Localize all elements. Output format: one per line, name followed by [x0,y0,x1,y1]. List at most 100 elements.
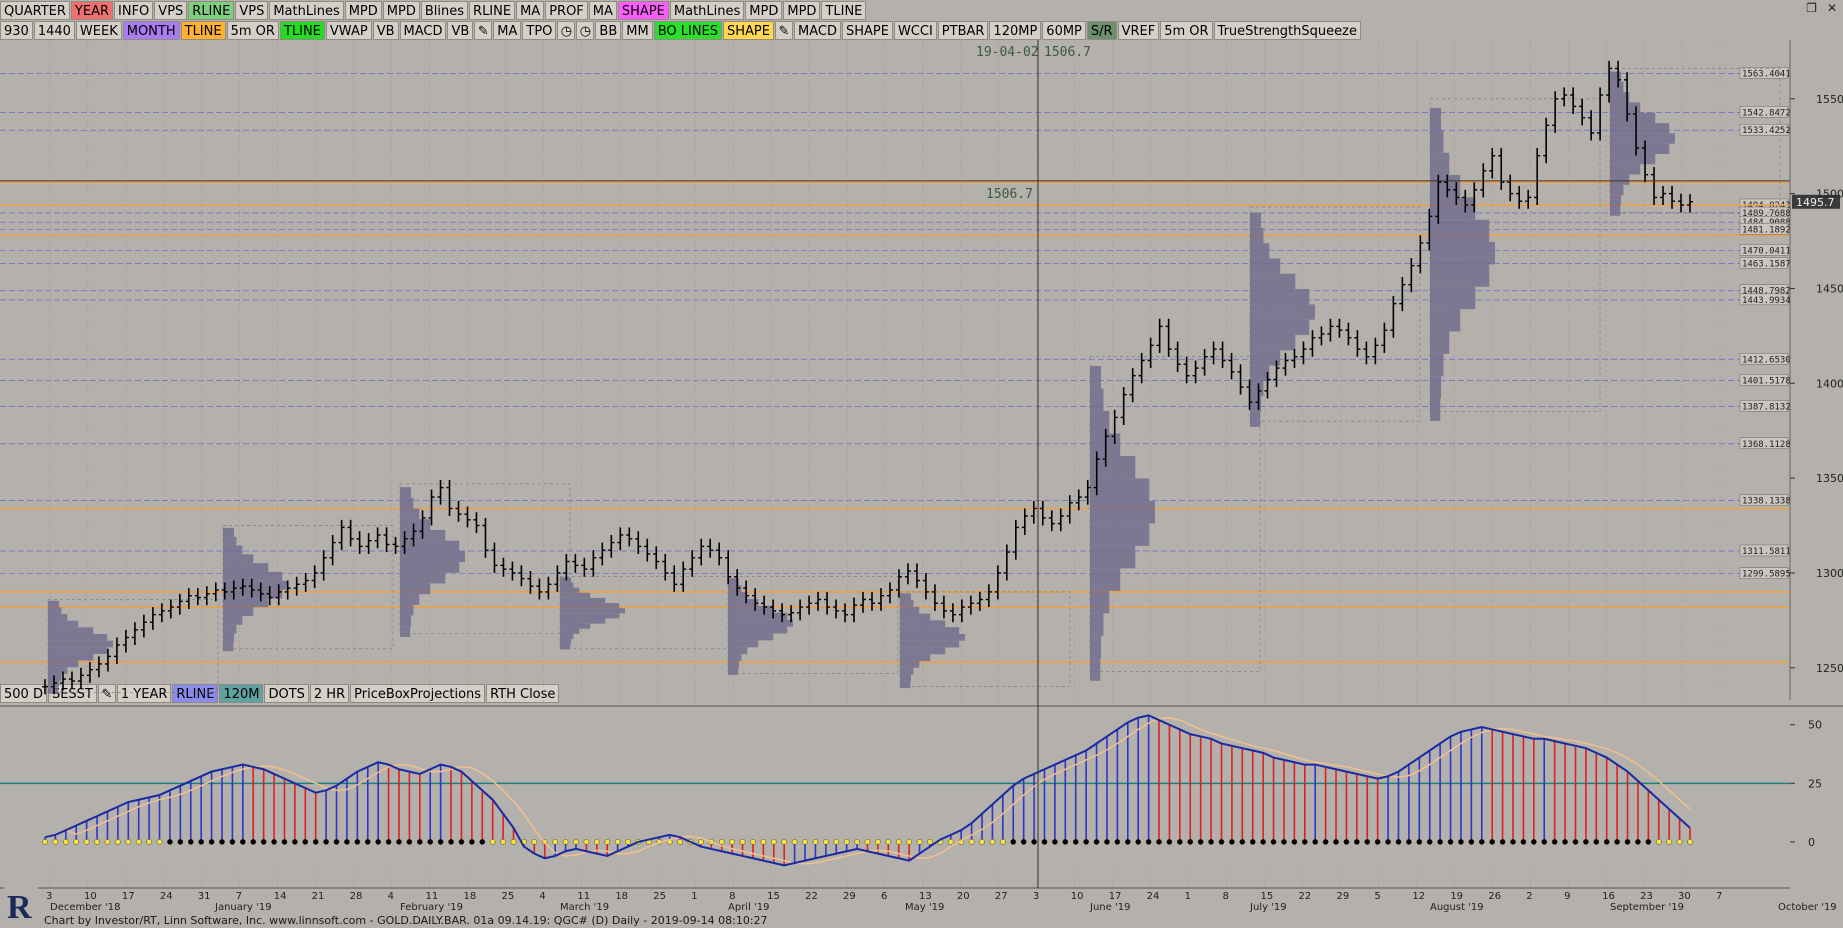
toolbar-button-mpd[interactable]: MPD [783,0,821,20]
toolbar-button-tpo[interactable]: TPO [522,20,557,40]
toolbar-button-vb[interactable]: VB [447,20,474,40]
profile-bar [1430,398,1441,421]
profile-bar [1610,143,1670,154]
toolbar-button-priceboxprojections[interactable]: PriceBoxProjections [350,683,486,703]
toolbar-button-macd[interactable]: MACD [794,20,841,40]
profile-bar [400,572,446,584]
indicator-toolbar: 930 1440 WEEK MONTH TLINE 5m OR TLINE VWAP VB MAC… [0,20,1361,40]
toolbar-button-tline[interactable]: TLINE [180,20,226,40]
toolbar-button-truestrengthsqueeze[interactable]: TrueStrengthSqueeze [1213,20,1361,40]
squeeze-dot [1364,839,1371,845]
profile-bar [1250,380,1264,397]
day-tick-label: 3 [46,891,52,902]
close-icon[interactable]: ✕ [1826,1,1837,15]
toolbar-button-1440[interactable]: 1440 [33,20,75,40]
toolbar-button-week[interactable]: WEEK [75,20,122,40]
level-label-box [1739,293,1789,306]
profile-bar [560,608,625,614]
toolbar-button-ma[interactable]: MA [516,0,545,20]
toolbar-button-quarter[interactable]: QUARTER [0,0,70,20]
month-label: February '19 [400,902,463,913]
toolbar-button-s-r[interactable]: S/R [1086,20,1117,40]
profile-bar [400,562,460,573]
toolbar-button-mathlines[interactable]: MathLines [669,0,745,20]
pencil-icon[interactable]: ✎ [474,20,493,40]
toolbar-button-60mp[interactable]: 60MP [1042,20,1086,40]
level-label: 1448.7982 [1742,287,1791,297]
toolbar-button-930[interactable]: 930 [0,20,33,40]
toolbar-button-blines[interactable]: Blines [420,0,469,20]
profile-bar [560,587,580,593]
toolbar-button-120m[interactable]: 120M [219,683,264,703]
profile-bar [560,623,591,629]
current-price-label: 1495.7 [1796,196,1835,209]
toolbar-button-ma[interactable]: MA [588,0,617,20]
squeeze-dot [333,839,340,845]
toolbar-button-tline[interactable]: TLINE [821,0,867,20]
toolbar-button-mm[interactable]: MM [622,20,653,40]
toolbar-button-rline[interactable]: RLINE [172,683,219,703]
squeeze-dot [729,839,735,845]
toolbar-button-1-year[interactable]: 1 YEAR [116,683,172,703]
level-label: 1387.8132 [1742,402,1791,412]
toolbar-button-500-d[interactable]: 500 D [0,683,47,703]
level-label-box [1739,244,1789,256]
toolbar-button-shape[interactable]: SHAPE [841,20,893,40]
toolbar-button-mpd[interactable]: MPD [382,0,420,20]
clock-icon[interactable]: ◷ [557,20,576,40]
toolbar-button-wcci[interactable]: WCCI [893,20,937,40]
profile-bar [48,640,113,648]
pencil-icon[interactable]: ✎ [775,20,793,40]
profile-bar [728,612,788,620]
toolbar-button-rth-close[interactable]: RTH Close [486,683,560,703]
toolbar-button-vref[interactable]: VREF [1117,20,1160,40]
toolbar-button-year[interactable]: YEAR [70,0,114,20]
toolbar-button-mpd[interactable]: MPD [745,0,783,20]
toolbar-button-bo-lines[interactable]: BO LINES [653,20,723,40]
toolbar-button-info[interactable]: INFO [114,0,154,20]
profile-bar [728,633,774,641]
profile-bar [1090,388,1104,411]
toolbar-button-5m-or[interactable]: 5m OR [1160,20,1213,40]
profile-bar [1430,197,1476,220]
toolbar-button-prof[interactable]: PROF [545,0,588,20]
level-label: 1368.1128 [1742,440,1791,450]
squeeze-dot [895,839,902,845]
profile-bar [223,580,288,590]
toolbar-button-5m-or[interactable]: 5m OR [226,20,279,40]
month-label: December '18 [50,902,121,913]
profile-bar [728,578,740,586]
toolbar-button-shape[interactable]: SHAPE [723,20,774,40]
toolbar-button-bb[interactable]: BB [595,20,622,40]
pencil-icon[interactable]: ✎ [97,683,116,703]
toolbar-button-mathlines[interactable]: MathLines [269,0,344,20]
toolbar-button-rline[interactable]: RLINE [469,0,516,20]
toolbar-button-shape[interactable]: SHAPE [617,0,669,20]
toolbar-button-vps[interactable]: VPS [235,0,269,20]
restore-icon[interactable]: ❐ [1806,1,1817,15]
toolbar-button-120mp[interactable]: 120MP [989,20,1042,40]
toolbar-button-month[interactable]: MONTH [122,20,180,40]
profile-bar [400,583,431,595]
toolbar-button-mpd[interactable]: MPD [344,0,382,20]
squeeze-dot [104,839,111,845]
squeeze-dot [1374,839,1381,845]
toolbar-button-2-hr[interactable]: 2 HR [309,683,350,703]
squeeze-dot [1635,839,1641,845]
toolbar-button-vwap[interactable]: VWAP [325,20,372,40]
level-label: 1489.7688 [1742,209,1791,219]
toolbar-button-tline[interactable]: TLINE [279,20,325,40]
toolbar-button-ptbar[interactable]: PTBAR [937,20,989,40]
squeeze-dot [718,839,725,845]
toolbar-button-macd[interactable]: MACD [399,20,447,40]
squeeze-dot [448,839,454,845]
toolbar-button-vps[interactable]: VPS [154,0,188,20]
toolbar-button-rline[interactable]: RLINE [188,0,235,20]
toolbar-button-dots[interactable]: DOTS [264,683,309,703]
squeeze-dot [292,839,298,845]
toolbar-button-vb[interactable]: VB [372,20,399,40]
squeeze-dot [177,839,184,845]
clock-icon[interactable]: ◷ [576,20,595,40]
toolbar-button-ma[interactable]: MA [493,20,522,40]
